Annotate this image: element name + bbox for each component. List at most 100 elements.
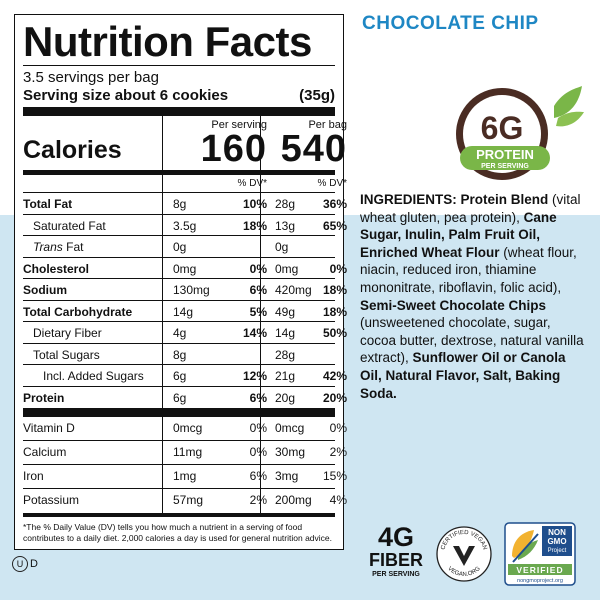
nongmo-line3: Project (548, 548, 567, 554)
dv-per-serving: 18% (242, 218, 267, 233)
dv-per-serving: 6% (249, 283, 267, 297)
vitamin-row: Vitamin D 0mcg 0% 0mcg 0% (23, 417, 347, 441)
vitamin-label: Iron (23, 469, 44, 483)
serving-size-label: Serving size about 6 cookies (23, 87, 229, 104)
amount-per-serving: 3.5g (173, 218, 197, 233)
nutrient-row: Protein 6g 6% 20g 20% (23, 387, 347, 409)
kosher-mark: U D (12, 556, 38, 572)
vitamin-dv-serving: 2% (249, 493, 267, 507)
nongmo-line2: GMO (547, 537, 566, 546)
amount-per-serving: 8g (173, 347, 187, 362)
ingredient-segment: (vital wheat gluten, pea protein), (360, 192, 581, 225)
nutrient-row: Total Sugars 8g 28g (23, 344, 335, 365)
nutrition-facts-title: Nutrition Facts (23, 18, 312, 65)
calories-per-serving: 160 (200, 128, 267, 170)
nutrient-label: Total Fat (23, 197, 73, 211)
dv-per-bag: 20% (322, 390, 347, 405)
vitamin-amount-bag: 0mcg (275, 421, 305, 435)
fiber-label: FIBER (369, 550, 423, 570)
dv-footnote: *The % Daily Value (DV) tells you how mu… (23, 522, 333, 543)
vitamin-amount-bag: 30mg (275, 445, 306, 459)
nutrient-row: Total Fat 8g 10% 28g 36% (23, 193, 347, 215)
nongmo-url: nongmoproject.org (517, 578, 563, 584)
ingredients-list: INGREDIENTS: Protein Blend (vital wheat … (360, 191, 586, 402)
vitamin-amount-serving: 1mg (173, 469, 197, 483)
dv-per-serving: 0% (249, 261, 267, 276)
vitamin-dv-bag: 15% (322, 469, 347, 483)
amount-per-bag: 21g (275, 369, 296, 383)
nutrition-grid: Per serving Per bag Calories 160 540 % D… (23, 116, 347, 513)
nutrient-label: Cholesterol (23, 261, 90, 276)
nutrient-label: Total Carbohydrate (23, 304, 133, 319)
dv-per-bag: 50% (322, 326, 347, 340)
ingredient-segment: Protein Blend (460, 192, 549, 207)
dv-per-serving: 12% (242, 369, 267, 383)
vitamin-label: Calcium (23, 445, 67, 459)
dv-per-bag: 0% (329, 261, 347, 276)
fiber-amount: 4G (377, 522, 415, 552)
vitamin-dv-serving: 6% (249, 469, 267, 483)
nutrient-label: Sodium (23, 283, 67, 297)
serving-size-value: (35g) (299, 87, 335, 104)
calories-row: Per serving Per bag Calories 160 540 (23, 116, 347, 170)
nutrient-label: Protein (23, 390, 65, 405)
vitamin-amount-serving: 0mcg (173, 421, 203, 435)
dv-header-row: % DV* % DV* (23, 175, 347, 193)
dv-per-serving: 10% (242, 197, 267, 211)
vitamin-amount-bag: 200mg (275, 493, 312, 507)
amount-per-serving: 8g (173, 197, 187, 211)
non-gmo-project-logo: NON GMO Project VERIFIED nongmoproject.o… (504, 522, 576, 586)
vitamin-row: Calcium 11mg 0% 30mg 2% (23, 441, 347, 465)
serving-size: Serving size about 6 cookies (35g) (23, 87, 335, 105)
vitamin-label: Potassium (23, 493, 80, 507)
amount-per-bag: 20g (275, 390, 296, 405)
calories-label: Calories (23, 136, 122, 164)
nutrient-row: Incl. Added Sugars 6g 12% 21g 42% (23, 365, 347, 387)
amount-per-bag: 0mg (275, 261, 299, 276)
vitamin-dv-serving: 0% (249, 421, 267, 435)
amount-per-bag: 49g (275, 304, 296, 319)
dv-per-bag: 18% (322, 304, 347, 319)
protein-label: PROTEIN (476, 147, 534, 162)
nongmo-line1: NON (548, 528, 566, 537)
amount-per-serving: 0g (173, 240, 187, 254)
nutrient-row: Dietary Fiber 4g 14% 14g 50% (23, 322, 347, 344)
amount-per-serving: 0mg (173, 261, 197, 276)
amount-per-bag: 14g (275, 326, 296, 340)
protein-amount: 6G (481, 110, 524, 146)
nutrient-label: Trans Fat (33, 240, 84, 254)
certified-vegan-logo: CERTIFIED VEGAN VEGAN.ORG (436, 526, 492, 582)
nutrition-facts-panel: Nutrition Facts 3.5 servings per bag Ser… (14, 14, 347, 550)
kosher-dairy: D (30, 558, 38, 570)
amount-per-serving: 4g (173, 326, 187, 340)
amount-per-bag: 420mg (275, 283, 312, 297)
dv-per-bag: 42% (322, 369, 347, 383)
nutrient-label: Dietary Fiber (33, 326, 102, 340)
ingredient-segment: (wheat flour, niacin, reduced iron, thia… (360, 244, 577, 295)
nutrient-row: Saturated Fat 3.5g 18% 13g 65% (23, 215, 347, 236)
nutrient-label: Saturated Fat (33, 218, 106, 233)
fiber-badge: 4G FIBER PER SERVING (366, 524, 426, 579)
fiber-sub: PER SERVING (372, 571, 420, 578)
vitamin-row: Potassium 57mg 2% 200mg 4% (23, 489, 347, 513)
vitamin-amount-bag: 3mg (275, 469, 299, 483)
dv-per-serving: 5% (249, 304, 267, 319)
dv-per-bag: 65% (322, 218, 347, 233)
dv-per-bag: 36% (322, 197, 347, 211)
vitamin-dv-bag: 0% (329, 421, 347, 435)
flavor-name: CHOCOLATE CHIP (362, 13, 539, 34)
ingredients-heading: INGREDIENTS: (360, 192, 457, 207)
dv-header-serving: % DV* (237, 178, 267, 189)
servings-per-container: 3.5 servings per bag (23, 69, 159, 86)
amount-per-bag: 0g (275, 240, 289, 254)
nutrient-label: Total Sugars (33, 347, 100, 362)
vitamin-dv-bag: 2% (329, 445, 347, 459)
vegan-v-icon (453, 546, 475, 566)
calories-per-bag: 540 (280, 128, 347, 170)
vitamin-dv-bag: 4% (329, 493, 347, 507)
dv-per-serving: 14% (242, 326, 267, 340)
ingredient-segment: Sunflower Oil or Canola Oil, Natural Fla… (360, 350, 566, 401)
protein-badge: 6G PROTEIN PER SERVING (456, 86, 584, 180)
per-serving-header: Per serving (211, 119, 267, 131)
vitamin-amount-serving: 11mg (173, 445, 203, 459)
